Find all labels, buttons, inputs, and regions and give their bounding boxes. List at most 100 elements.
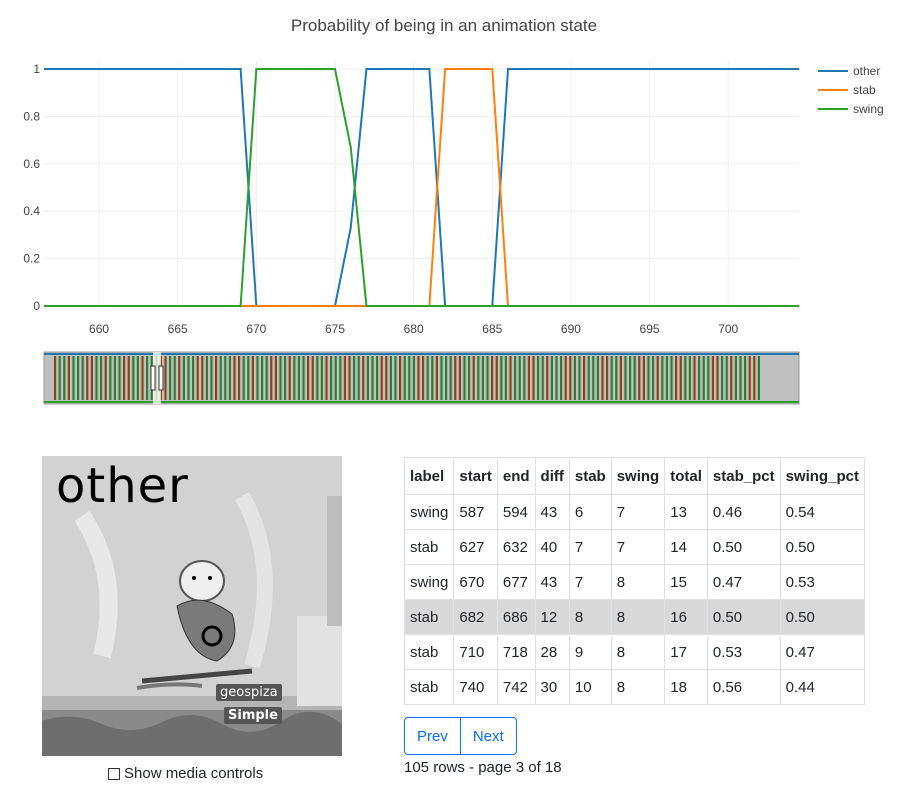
range-slider-bar (514, 356, 517, 400)
table-cell-end: 632 (496, 529, 536, 565)
range-slider-bar (569, 356, 572, 400)
table-cell-start: 670 (453, 564, 498, 600)
table-cell-stab-pct: 0.56 (706, 669, 781, 705)
table-cell-label: stab (403, 634, 455, 670)
range-slider-bar (477, 356, 480, 400)
range-slider-bar (316, 356, 319, 400)
range-slider-bar (215, 356, 218, 400)
range-slider-bar (661, 356, 664, 400)
range-slider-bar (77, 356, 80, 400)
range-slider-bar (330, 356, 333, 400)
range-slider-bar (67, 356, 70, 400)
table-cell-stab-pct: 0.50 (706, 529, 781, 565)
media-controls-toggle[interactable]: Show media controls (108, 765, 263, 782)
chart-svg[interactable]: Probability of being in an animation sta… (0, 0, 911, 420)
range-slider-bar (412, 356, 415, 400)
range-slider-bar (624, 356, 627, 400)
table-cell-swing-pct: 0.50 (779, 529, 865, 565)
table-cell-stab-pct: 0.46 (706, 494, 781, 530)
range-slider-bar (311, 356, 314, 400)
range-slider-bar (224, 356, 227, 400)
range-slider-bar (389, 356, 392, 400)
range-slider-bar (721, 356, 724, 400)
range-slider-bar (757, 356, 760, 400)
table-cell-total: 18 (664, 669, 708, 705)
x-tick-label: 675 (325, 322, 345, 336)
table-cell-diff: 12 (534, 599, 570, 635)
range-slider-bar (339, 356, 342, 400)
table-cell-start: 587 (453, 494, 498, 530)
table-cell-label: stab (403, 529, 455, 565)
range-slider-bar (302, 356, 305, 400)
player-name-tag: geospiza (216, 684, 282, 701)
table-row[interactable]: swing 670 677 43 7 8 15 0.47 0.53 (403, 564, 865, 600)
range-slider-bar (472, 356, 475, 400)
range-slider-bar (716, 356, 719, 400)
range-slider-bar (725, 356, 728, 400)
range-slider-bar (146, 356, 149, 400)
range-slider-bar (169, 356, 172, 400)
range-slider-bar (233, 356, 236, 400)
range-slider-bar (560, 356, 563, 400)
table-row[interactable]: stab 710 718 28 9 8 17 0.53 0.47 (403, 634, 865, 670)
table-cell-end: 594 (496, 494, 536, 530)
range-slider-bar (601, 356, 604, 400)
range-slider-bar (619, 356, 622, 400)
range-slider-bar (54, 356, 57, 400)
table-cell-start: 627 (453, 529, 498, 565)
table-cell-swing: 8 (610, 669, 666, 705)
table-cell-stab: 6 (568, 494, 612, 530)
x-tick-label: 685 (482, 322, 502, 336)
x-tick-label: 680 (404, 322, 424, 336)
table-row[interactable]: swing 587 594 43 6 7 13 0.46 0.54 (403, 494, 865, 530)
range-slider-bar (251, 356, 254, 400)
range-slider-bar (90, 356, 93, 400)
range-slider-bar (201, 356, 204, 400)
range-slider-bar (500, 356, 503, 400)
media-controls-checkbox[interactable] (108, 767, 120, 780)
table-row[interactable]: stab 682 686 12 8 8 16 0.50 0.50 (403, 599, 865, 635)
range-slider-bar (532, 356, 535, 400)
range-slider-bar (394, 356, 397, 400)
table-cell-diff: 30 (534, 669, 570, 705)
range-slider-bar (633, 356, 636, 400)
range-slider-bar (688, 356, 691, 400)
range-slider-bar (583, 356, 586, 400)
table-cell-stab: 8 (568, 599, 612, 635)
table-cell-swing-pct: 0.50 (779, 599, 865, 635)
series-line-other (44, 68, 799, 307)
range-slider-bar (270, 356, 273, 400)
table-row[interactable]: stab 740 742 30 10 8 18 0.56 0.44 (403, 669, 865, 705)
range-slider-bar (164, 356, 167, 400)
table-cell-diff: 43 (534, 564, 570, 600)
legend-label-stab: stab (853, 83, 876, 97)
table-row[interactable]: stab 627 632 40 7 7 14 0.50 0.50 (403, 529, 865, 565)
range-slider-bar (481, 356, 484, 400)
range-slider-bar (744, 356, 747, 400)
table-header-row: label start end diff stab swing total stab_pct s… (403, 457, 865, 495)
table-cell-stab-pct: 0.47 (706, 564, 781, 600)
range-slider-bar (684, 356, 687, 400)
chart-title: Probability of being in an animation sta… (291, 16, 597, 35)
table-cell-label: swing (403, 494, 455, 530)
prev-page-button[interactable]: Prev (404, 717, 461, 755)
next-page-button[interactable]: Next (460, 717, 517, 755)
range-slider-bar (399, 356, 402, 400)
range-slider-bar (334, 356, 337, 400)
guild-name-tag: Simple (224, 707, 282, 724)
probability-chart[interactable]: Probability of being in an animation sta… (0, 0, 911, 420)
range-slider-bar (325, 356, 328, 400)
range-slider-bar (173, 356, 176, 400)
legend-label-other: other (853, 64, 880, 78)
range-slider-bar (647, 356, 650, 400)
range-slider-bar (376, 356, 379, 400)
range-slider[interactable] (43, 351, 800, 405)
range-slider-bar (417, 356, 420, 400)
table-cell-swing-pct: 0.54 (779, 494, 865, 530)
column-header-diff: diff (534, 457, 570, 495)
column-header-end: end (496, 457, 536, 495)
range-slider-bar (366, 356, 369, 400)
range-slider-bar (192, 356, 195, 400)
range-slider-bar (527, 356, 530, 400)
table-cell-end: 718 (496, 634, 536, 670)
